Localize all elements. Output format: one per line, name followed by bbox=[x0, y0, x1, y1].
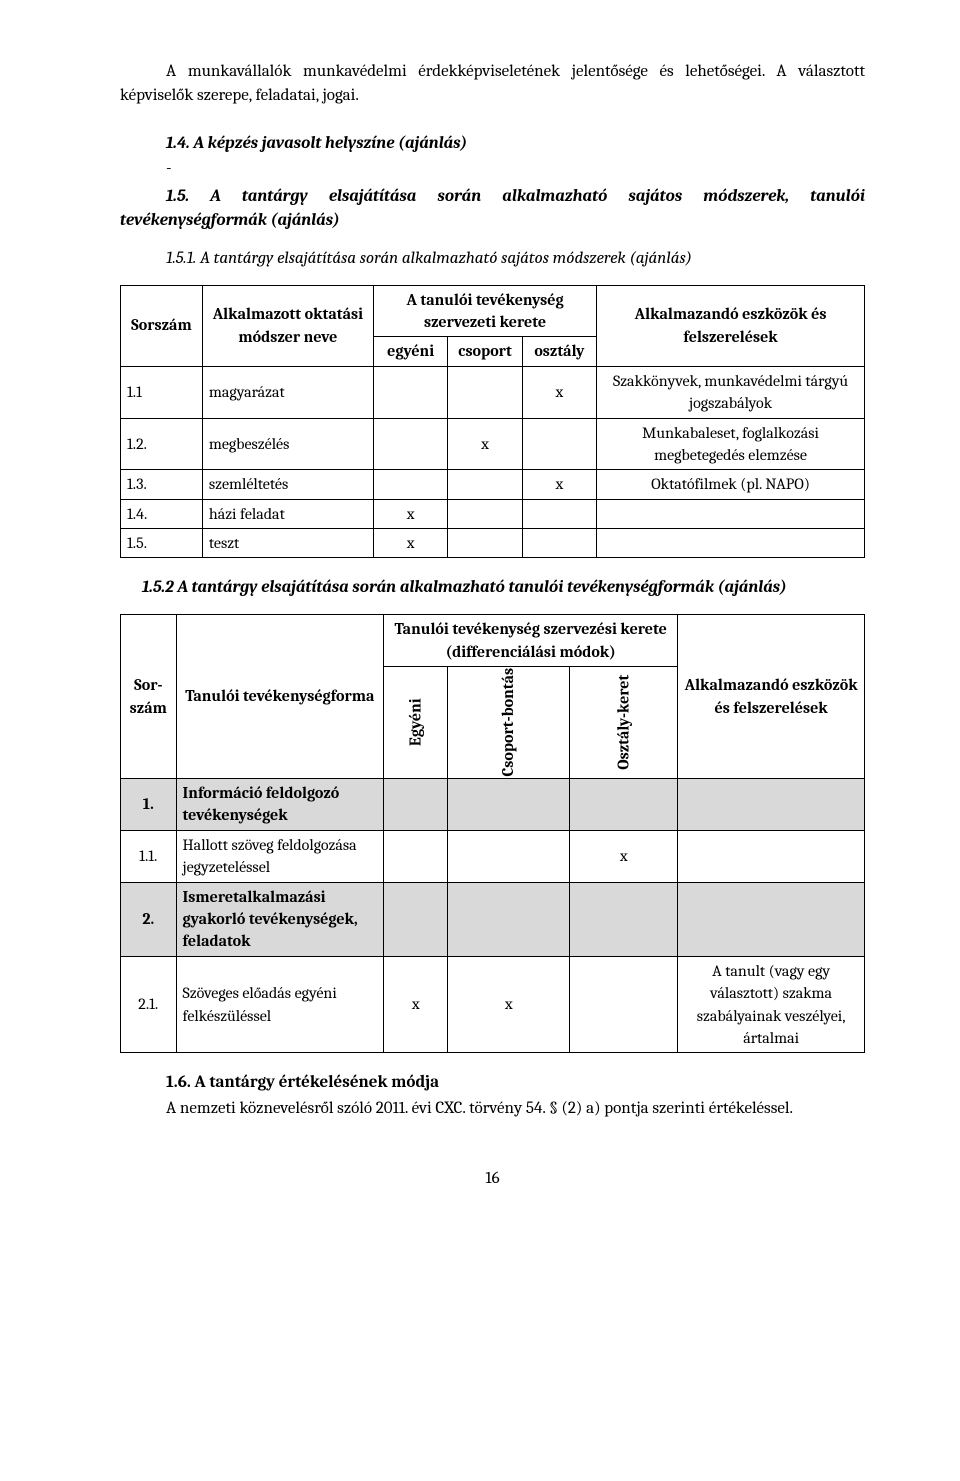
t1-osztaly bbox=[522, 499, 596, 528]
t2-hdr-kerete: Tanulói tevékenység szervezési kerete (d… bbox=[384, 615, 678, 667]
t1-hdr-modszer: Alkalmazott oktatási módszer neve bbox=[202, 285, 373, 366]
t1-name: magyarázat bbox=[202, 366, 373, 418]
t1-hdr-egyeni: egyéni bbox=[373, 337, 447, 366]
t1-hdr-eszkozok: Alkalmazandó eszközök és felszerelések bbox=[597, 285, 865, 366]
t2-blank bbox=[570, 882, 678, 956]
t2-num: 2. bbox=[121, 882, 177, 956]
t1-esz bbox=[597, 499, 865, 528]
intro-paragraph: A munkavállalók munkavédelmi érdekképvis… bbox=[120, 60, 865, 108]
t2-num: 1. bbox=[121, 779, 177, 831]
t2-csoport bbox=[448, 830, 570, 882]
t1-name: megbeszélés bbox=[202, 418, 373, 470]
heading-1-5-1: 1.5.1. A tantárgy elsajátítása során alk… bbox=[166, 247, 865, 271]
t1-csoport bbox=[448, 470, 522, 499]
t2-hdr-eszkozok: Alkalmazandó eszközök és felszerelések bbox=[678, 615, 865, 779]
t1-num: 1.5. bbox=[121, 529, 203, 558]
page-number: 16 bbox=[120, 1167, 865, 1191]
table-row: 2. Ismeretalkalmazási gyakorló tevékenys… bbox=[121, 882, 865, 956]
t1-name: házi feladat bbox=[202, 499, 373, 528]
t2-blank bbox=[678, 779, 865, 831]
t2-hdr-sorszam: Sor-szám bbox=[121, 615, 177, 779]
t2-hdr-egyeni: Egyéni bbox=[384, 667, 448, 779]
t1-csoport bbox=[448, 499, 522, 528]
t2-hdr-forma: Tanulói tevékenységforma bbox=[176, 615, 384, 779]
table-row: 1.5. teszt x bbox=[121, 529, 865, 558]
t2-name: Információ feldolgozó tevékenységek bbox=[176, 779, 384, 831]
t1-hdr-tevekenyseg: A tanulói tevékenység szervezeti kerete bbox=[373, 285, 596, 337]
t1-esz: Munkabaleset, foglalkozási megbetegedés … bbox=[597, 418, 865, 470]
t1-egyeni bbox=[373, 470, 447, 499]
t1-num: 1.1 bbox=[121, 366, 203, 418]
t1-egyeni bbox=[373, 366, 447, 418]
t2-num: 2.1. bbox=[121, 956, 177, 1053]
t1-csoport bbox=[448, 529, 522, 558]
table-row: 2.1. Szöveges előadás egyéni felkészülés… bbox=[121, 956, 865, 1053]
t1-num: 1.3. bbox=[121, 470, 203, 499]
para-1-6: A nemzeti köznevelésről szóló 2011. évi … bbox=[120, 1097, 865, 1121]
t1-egyeni bbox=[373, 418, 447, 470]
t1-esz: Oktatófilmek (pl. NAPO) bbox=[597, 470, 865, 499]
t2-blank bbox=[448, 779, 570, 831]
table-row: 1.3. szemléltetés x Oktatófilmek (pl. NA… bbox=[121, 470, 865, 499]
heading-1-4: 1.4. A képzés javasolt helyszíne (ajánlá… bbox=[120, 132, 865, 156]
t2-blank bbox=[384, 882, 448, 956]
t1-hdr-osztaly: osztály bbox=[522, 337, 596, 366]
t2-hdr-osztaly: Osztály-keret bbox=[570, 667, 678, 779]
table-row: 1.1. Hallott szöveg feldolgozása jegyzet… bbox=[121, 830, 865, 882]
t2-blank bbox=[678, 882, 865, 956]
t2-osztaly bbox=[570, 956, 678, 1053]
t2-blank bbox=[384, 779, 448, 831]
methods-table: Sorszám Alkalmazott oktatási módszer nev… bbox=[120, 285, 865, 559]
table-row: 1.1 magyarázat x Szakkönyvek, munkavédel… bbox=[121, 366, 865, 418]
t2-csoport: x bbox=[448, 956, 570, 1053]
t2-blank bbox=[448, 882, 570, 956]
t1-hdr-csoport: csoport bbox=[448, 337, 522, 366]
t1-csoport bbox=[448, 366, 522, 418]
heading-1-5-2: 1.5.2 A tantárgy elsajátítása során alka… bbox=[142, 576, 865, 600]
table-row: 1. Információ feldolgozó tevékenységek bbox=[121, 779, 865, 831]
table-row: 1.4. házi feladat x bbox=[121, 499, 865, 528]
t1-name: teszt bbox=[202, 529, 373, 558]
t1-hdr-sorszam: Sorszám bbox=[121, 285, 203, 366]
t1-esz: Szakkönyvek, munkavédelmi tárgyú jogszab… bbox=[597, 366, 865, 418]
t2-osztaly: x bbox=[570, 830, 678, 882]
t1-num: 1.4. bbox=[121, 499, 203, 528]
heading-1-6: 1.6. A tantárgy értékelésének módja bbox=[120, 1071, 865, 1095]
t2-egyeni bbox=[384, 830, 448, 882]
t1-osztaly bbox=[522, 418, 596, 470]
t2-name: Hallott szöveg feldolgozása jegyzeteléss… bbox=[176, 830, 384, 882]
table-row: 1.2. megbeszélés x Munkabaleset, foglalk… bbox=[121, 418, 865, 470]
t2-esz bbox=[678, 830, 865, 882]
t2-name: Ismeretalkalmazási gyakorló tevékenysége… bbox=[176, 882, 384, 956]
t2-blank bbox=[570, 779, 678, 831]
t2-num: 1.1. bbox=[121, 830, 177, 882]
t2-esz: A tanult (vagy egy választott) szakma sz… bbox=[678, 956, 865, 1053]
t1-esz bbox=[597, 529, 865, 558]
t1-osztaly: x bbox=[522, 470, 596, 499]
t1-csoport: x bbox=[448, 418, 522, 470]
t1-name: szemléltetés bbox=[202, 470, 373, 499]
t1-egyeni: x bbox=[373, 499, 447, 528]
t2-name: Szöveges előadás egyéni felkészüléssel bbox=[176, 956, 384, 1053]
t2-hdr-csoport: Csoport-bontás bbox=[448, 667, 570, 779]
t1-osztaly: x bbox=[522, 366, 596, 418]
heading-1-5: 1.5. A tantárgy elsajátítása során alkal… bbox=[120, 185, 865, 233]
activity-forms-table: Sor-szám Tanulói tevékenységforma Tanuló… bbox=[120, 614, 865, 1053]
t1-osztaly bbox=[522, 529, 596, 558]
dash-placeholder: - bbox=[120, 157, 865, 181]
t1-egyeni: x bbox=[373, 529, 447, 558]
t1-num: 1.2. bbox=[121, 418, 203, 470]
t2-egyeni: x bbox=[384, 956, 448, 1053]
